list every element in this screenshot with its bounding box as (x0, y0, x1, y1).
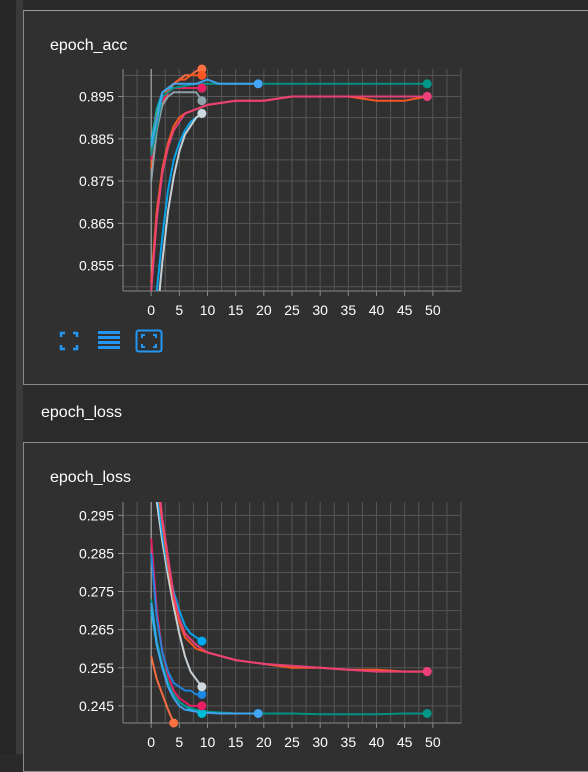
x-tick-label: 15 (228, 302, 244, 318)
x-tick-label: 50 (425, 734, 441, 750)
y-tick-label: 0.855 (79, 258, 114, 274)
chart-card-epoch-loss: epoch_loss (23, 442, 588, 772)
series-endpoint (197, 682, 207, 692)
series-endpoint (422, 708, 432, 718)
series-line (150, 78, 259, 148)
x-tick-label: 35 (341, 302, 357, 318)
x-tick-label: 35 (341, 734, 357, 750)
series-endpoint (253, 79, 263, 89)
x-tick-label: 40 (369, 302, 385, 318)
x-tick-label: 30 (312, 302, 328, 318)
chart-title: epoch_acc (50, 37, 128, 54)
section-header[interactable]: epoch_loss (23, 386, 588, 442)
series-line (157, 501, 203, 642)
x-tick-label: 30 (312, 734, 328, 750)
x-tick-label: 45 (397, 302, 413, 318)
scroll-strip (16, 0, 23, 754)
series-endpoint (197, 96, 207, 106)
x-tick-label: 25 (284, 302, 300, 318)
x-tick-label: 45 (397, 734, 413, 750)
series-endpoint (197, 64, 207, 74)
series-line (158, 112, 203, 291)
series-endpoint (422, 667, 432, 677)
series-line (150, 602, 259, 715)
series-endpoint (197, 70, 207, 80)
left-gutter (0, 0, 23, 754)
x-tick-label: 15 (228, 734, 244, 750)
y-tick-label: 0.265 (79, 622, 114, 638)
x-tick-label: 20 (256, 302, 272, 318)
section-title: epoch_loss (41, 404, 122, 421)
y-tick-label: 0.295 (79, 507, 114, 523)
series-endpoint (169, 718, 179, 728)
series-endpoint (197, 701, 207, 711)
x-tick-label: 20 (256, 734, 272, 750)
y-tick-label: 0.885 (79, 131, 114, 147)
series-line (150, 91, 203, 182)
chart-title: epoch_loss (50, 469, 131, 486)
series-endpoint (197, 108, 207, 118)
series-line (155, 501, 203, 688)
series-line (150, 553, 202, 696)
x-tick-label: 0 (147, 302, 155, 318)
x-tick-label: 10 (200, 734, 216, 750)
data-table-icon[interactable] (97, 329, 123, 351)
y-tick-label: 0.865 (79, 215, 114, 231)
x-tick-label: 5 (175, 302, 183, 318)
x-tick-label: 50 (425, 302, 441, 318)
series-line (150, 599, 428, 716)
series-endpoint (253, 708, 263, 718)
y-tick-label: 0.895 (79, 88, 114, 104)
x-tick-label: 10 (200, 302, 216, 318)
chart-toolbar (37, 329, 167, 353)
y-tick-label: 0.285 (79, 545, 114, 561)
series-endpoint (197, 708, 207, 718)
y-tick-label: 0.275 (79, 584, 114, 600)
chart-card-epoch-acc: epoch_acc (23, 10, 588, 385)
series-line (159, 501, 428, 673)
x-tick-label: 5 (175, 734, 183, 750)
y-tick-label: 0.245 (79, 698, 114, 714)
series-endpoint (197, 83, 207, 93)
series-line (150, 95, 428, 291)
y-tick-label: 0.255 (79, 660, 114, 676)
x-tick-label: 40 (369, 734, 385, 750)
x-tick-label: 25 (284, 734, 300, 750)
series-endpoint (197, 689, 207, 699)
series-endpoint (422, 91, 432, 101)
epoch-acc-chart: 0.855 0.865 0.875 0.885 0.895 0 5 10 15 20 25 30 35 4… (79, 64, 462, 318)
x-tick-label: 0 (147, 734, 155, 750)
series-endpoint (422, 79, 432, 89)
epoch-loss-chart: 0.245 0.255 0.265 0.275 0.285 0.295 0 5 10 15 20 25… (79, 501, 462, 750)
series-line (150, 656, 175, 723)
fit-domain-icon[interactable] (135, 329, 163, 353)
series-endpoint (197, 636, 207, 646)
y-tick-label: 0.875 (79, 173, 114, 189)
fullscreen-icon[interactable] (59, 329, 85, 351)
